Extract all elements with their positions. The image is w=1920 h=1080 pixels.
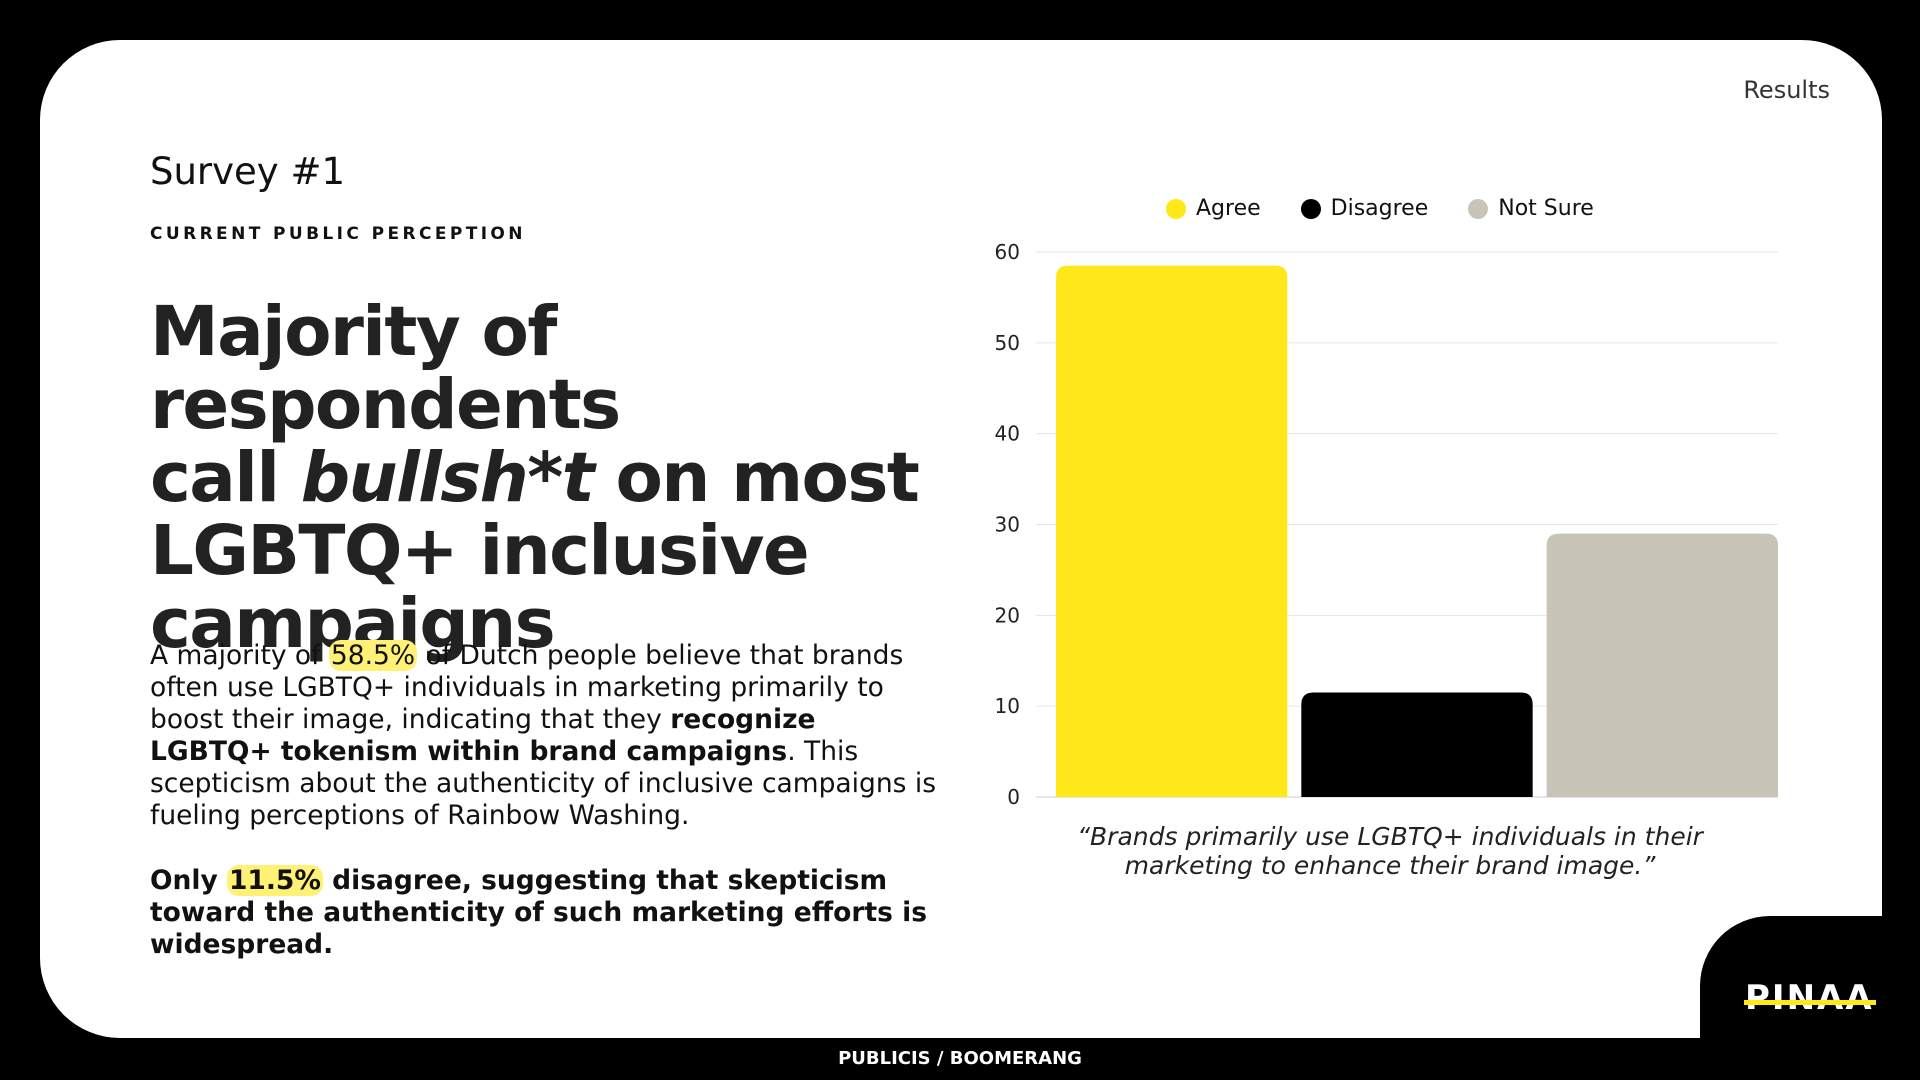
bar-disagree bbox=[1301, 692, 1533, 797]
headline-line-1: Majority of respondents bbox=[150, 292, 621, 445]
headline-line-2-pre: call bbox=[150, 438, 301, 518]
y-tick-label: 0 bbox=[1007, 785, 1020, 809]
body-p1-b: of Dutch people believe that brands ofte… bbox=[150, 640, 904, 735]
legend-label-disagree: Disagree bbox=[1330, 196, 1429, 221]
headline: Majority of respondents call bullsh*t on… bbox=[150, 296, 950, 661]
legend-label-not-sure: Not Sure bbox=[1498, 196, 1594, 221]
highlight-agree-value: 58.5% bbox=[328, 640, 418, 671]
kicker-label: CURRENT PUBLIC PERCEPTION bbox=[150, 224, 526, 244]
pinaa-logo: PINAA bbox=[1745, 978, 1874, 1018]
bar-chart: 0 10 20 30 40 50 60 bbox=[995, 240, 1778, 809]
footer-credit: PUBLICIS / BOOMERANG bbox=[838, 1048, 1082, 1069]
body-p1-c: . This scepticism about the authenticity… bbox=[150, 736, 937, 831]
legend-dot-disagree bbox=[1300, 198, 1321, 219]
y-tick-label: 60 bbox=[995, 240, 1020, 264]
section-label: Results bbox=[1743, 76, 1830, 104]
legend-item-disagree: Disagree bbox=[1300, 196, 1429, 221]
body-paragraph-1: A majority of 58.5% of Dutch people beli… bbox=[150, 640, 940, 832]
bar-not-sure bbox=[1546, 533, 1778, 797]
survey-title: Survey #1 bbox=[150, 150, 346, 193]
legend-item-agree: Agree bbox=[1166, 196, 1261, 221]
y-tick-label: 10 bbox=[995, 694, 1020, 718]
chart-caption: “Brands primarily use LGBTQ+ individuals… bbox=[1077, 822, 1703, 880]
body-p2-b: disagree, suggesting that skepticism tow… bbox=[150, 865, 927, 960]
legend-dot-not-sure bbox=[1468, 198, 1489, 219]
y-tick-label: 20 bbox=[995, 603, 1020, 627]
headline-line-2-post: on most bbox=[593, 438, 920, 518]
legend-label-agree: Agree bbox=[1196, 196, 1261, 221]
highlight-disagree-value: 11.5% bbox=[226, 865, 323, 896]
headline-emphasis: bullsh*t bbox=[300, 438, 595, 518]
legend-dot-agree bbox=[1166, 198, 1186, 219]
y-tick-label: 40 bbox=[995, 422, 1020, 446]
body-paragraph-2: Only 11.5% disagree, suggesting that ske… bbox=[150, 865, 950, 961]
corner-notch bbox=[1700, 916, 1920, 1080]
y-tick-label: 30 bbox=[995, 513, 1020, 537]
chart-legend: Agree Disagree Not Sure bbox=[1166, 196, 1594, 221]
bar-agree bbox=[1056, 265, 1288, 797]
legend-item-not-sure: Not Sure bbox=[1468, 196, 1594, 221]
body-p1-a: A majority of bbox=[150, 640, 329, 671]
body-p1-bold: recognize LGBTQ+ tokenism within brand c… bbox=[150, 704, 816, 767]
headline-line-3: LGBTQ+ inclusive bbox=[150, 511, 810, 591]
y-tick-label: 50 bbox=[995, 331, 1020, 355]
logo-underline bbox=[1744, 1000, 1876, 1005]
body-p2-a: Only bbox=[150, 865, 227, 896]
